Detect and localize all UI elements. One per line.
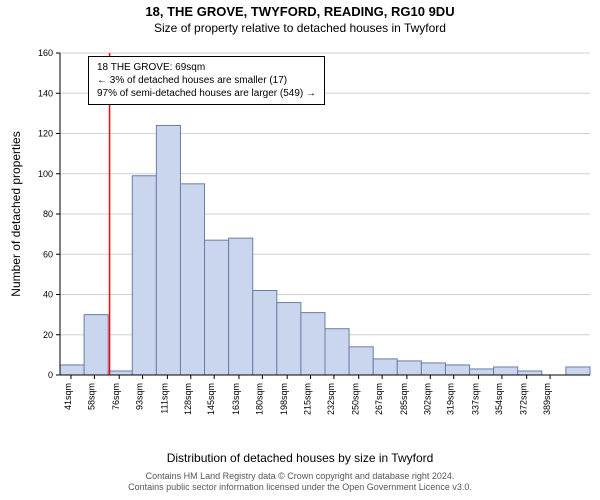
license-text: Contains HM Land Registry data © Crown c…: [0, 471, 600, 493]
svg-text:337sqm: 337sqm: [470, 383, 480, 415]
svg-text:58sqm: 58sqm: [86, 383, 96, 410]
svg-text:Number of detached properties: Number of detached properties: [9, 131, 23, 296]
chart-subtitle: Size of property relative to detached ho…: [0, 21, 600, 35]
svg-text:140: 140: [38, 88, 53, 98]
svg-text:285sqm: 285sqm: [399, 383, 409, 415]
svg-text:120: 120: [38, 129, 53, 139]
svg-text:80: 80: [43, 209, 53, 219]
chart-area: 0 20 40 60 80 100 120 140 160 41sqm 58sqm 76sqm 93sq…: [0, 35, 600, 455]
license-line-2: Contains public sector information licen…: [0, 482, 600, 493]
legend-line-2: ← 3% of detached houses are smaller (17): [97, 74, 316, 87]
svg-text:145sqm: 145sqm: [206, 383, 216, 415]
svg-text:215sqm: 215sqm: [303, 383, 313, 415]
svg-text:60: 60: [43, 249, 53, 259]
svg-text:232sqm: 232sqm: [326, 383, 336, 415]
svg-text:41sqm: 41sqm: [63, 383, 73, 410]
svg-text:0: 0: [48, 370, 53, 380]
svg-text:40: 40: [43, 290, 53, 300]
svg-text:267sqm: 267sqm: [374, 383, 384, 415]
legend-line-1: 18 THE GROVE: 69sqm: [97, 61, 316, 74]
svg-text:128sqm: 128sqm: [183, 383, 193, 415]
svg-text:180sqm: 180sqm: [254, 383, 264, 415]
legend-box: 18 THE GROVE: 69sqm ← 3% of detached hou…: [88, 56, 325, 105]
chart-title: 18, THE GROVE, TWYFORD, READING, RG10 9D…: [0, 4, 600, 19]
svg-text:76sqm: 76sqm: [111, 383, 121, 410]
license-line-1: Contains HM Land Registry data © Crown c…: [0, 471, 600, 482]
svg-text:111sqm: 111sqm: [159, 383, 169, 414]
svg-text:100: 100: [38, 169, 53, 179]
svg-text:389sqm: 389sqm: [542, 383, 552, 415]
svg-text:163sqm: 163sqm: [231, 383, 241, 415]
legend-line-3: 97% of semi-detached houses are larger (…: [97, 87, 316, 100]
svg-text:93sqm: 93sqm: [135, 383, 145, 410]
svg-text:372sqm: 372sqm: [519, 383, 529, 415]
svg-text:250sqm: 250sqm: [351, 383, 361, 415]
svg-text:160: 160: [38, 48, 53, 58]
svg-text:198sqm: 198sqm: [279, 383, 289, 415]
svg-text:354sqm: 354sqm: [494, 383, 504, 415]
svg-text:319sqm: 319sqm: [446, 383, 456, 415]
svg-text:20: 20: [43, 330, 53, 340]
svg-text:302sqm: 302sqm: [422, 383, 432, 415]
